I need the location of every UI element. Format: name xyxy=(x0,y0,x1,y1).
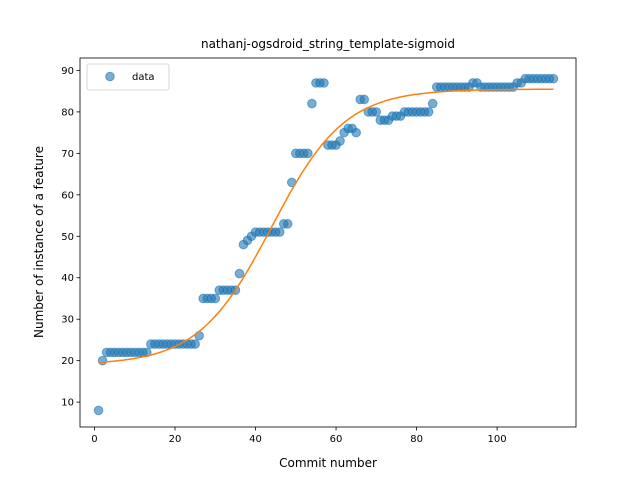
sigmoid-fit-line xyxy=(98,88,554,364)
y-tick-label: 40 xyxy=(61,273,74,284)
y-tick-label: 80 xyxy=(61,107,74,118)
y-tick-label: 20 xyxy=(61,356,74,367)
y-tick-label: 50 xyxy=(61,232,74,243)
data-point xyxy=(371,107,382,117)
data-point xyxy=(274,227,285,237)
legend-label-data: data xyxy=(132,72,155,83)
x-tick-label: 60 xyxy=(330,434,343,445)
y-axis-label: Number of instance of a feature xyxy=(32,146,46,338)
data-point xyxy=(190,339,200,349)
data-point xyxy=(210,293,221,304)
data-point xyxy=(351,127,361,138)
y-tick-label: 70 xyxy=(61,149,74,160)
legend: data xyxy=(86,63,170,91)
x-tick-label: 20 xyxy=(169,434,182,445)
y-axis: 10 20 30 40 50 60 70 80 90 xyxy=(61,66,80,409)
data-point xyxy=(97,355,108,366)
y-tick-label: 30 xyxy=(61,315,74,326)
x-axis-label: Commit number xyxy=(279,456,377,470)
data-point xyxy=(282,219,293,229)
legend-marker xyxy=(105,71,115,82)
data-point xyxy=(319,78,329,88)
plot-area xyxy=(93,73,559,416)
x-tick-label: 100 xyxy=(488,434,507,445)
y-tick-label: 10 xyxy=(61,398,74,409)
x-axis: 0 20 40 60 80 100 xyxy=(91,427,507,445)
data-point xyxy=(335,136,345,146)
x-tick-label: 0 xyxy=(91,434,97,445)
data-point xyxy=(307,98,317,109)
x-tick-label: 40 xyxy=(249,434,262,445)
chart-title: nathanj-ogsdroid_string_template-sigmoid xyxy=(201,37,455,51)
data-point xyxy=(359,94,370,105)
data-point xyxy=(423,107,434,117)
axes-frame xyxy=(79,57,577,428)
data-point xyxy=(548,73,559,84)
x-tick-label: 80 xyxy=(410,434,423,445)
y-tick-label: 60 xyxy=(61,190,74,201)
data-point xyxy=(427,98,438,109)
data-point xyxy=(234,268,245,279)
legend-box xyxy=(86,63,170,91)
data-point xyxy=(93,405,104,416)
y-tick-label: 90 xyxy=(61,66,74,77)
data-point xyxy=(303,148,313,159)
